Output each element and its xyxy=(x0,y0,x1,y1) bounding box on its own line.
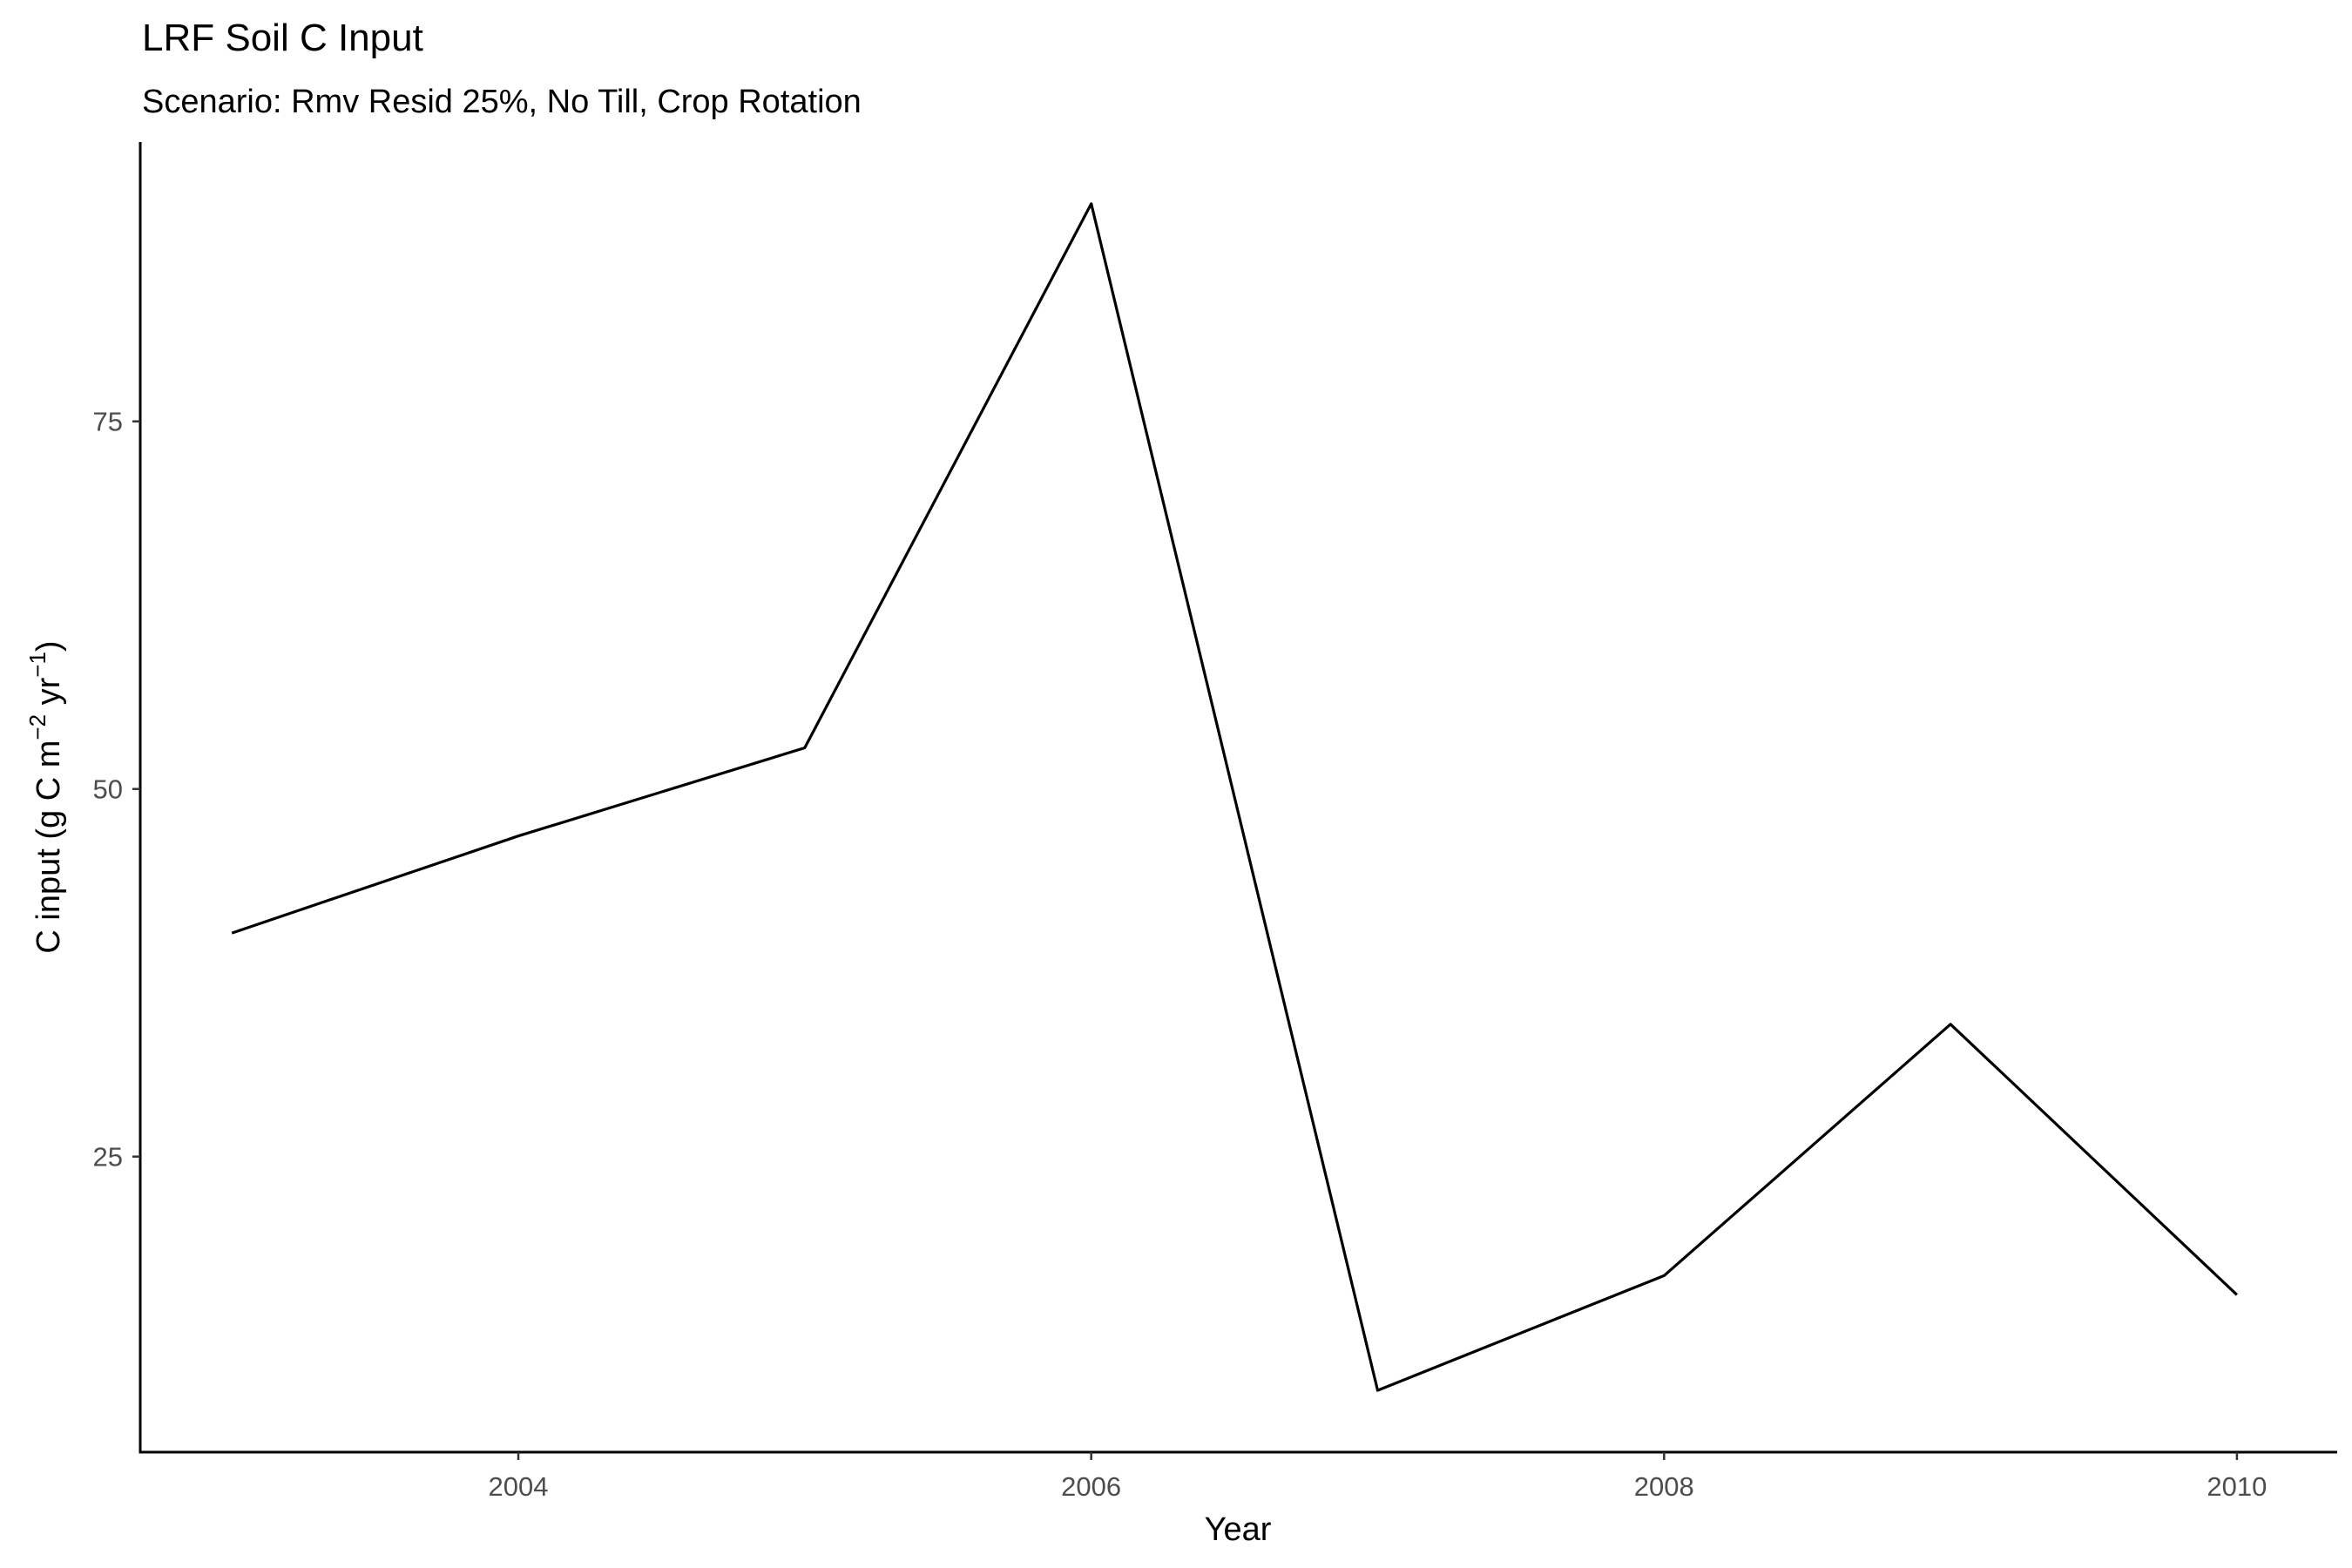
x-tick-label: 2004 xyxy=(489,1471,549,1502)
chart-title: LRF Soil C Input xyxy=(142,17,423,59)
y-axis-title: C input (g C m−2 yr−1) xyxy=(24,640,67,953)
chart-subtitle: Scenario: Rmv Resid 25%, No Till, Crop R… xyxy=(142,84,862,120)
y-tick-label: 75 xyxy=(93,407,123,437)
y-axis-ticks: 25 50 75 xyxy=(93,407,140,1173)
x-axis-title: Year xyxy=(1205,1511,1272,1548)
x-axis-ticks: 2004 2006 2008 2010 xyxy=(489,1452,2267,1502)
y-tick-label: 25 xyxy=(93,1142,123,1173)
x-tick-label: 2010 xyxy=(2207,1471,2267,1502)
x-tick-label: 2008 xyxy=(1634,1471,1694,1502)
series-line xyxy=(231,202,2238,1392)
x-tick-label: 2006 xyxy=(1061,1471,1121,1502)
y-tick-label: 50 xyxy=(93,774,123,805)
